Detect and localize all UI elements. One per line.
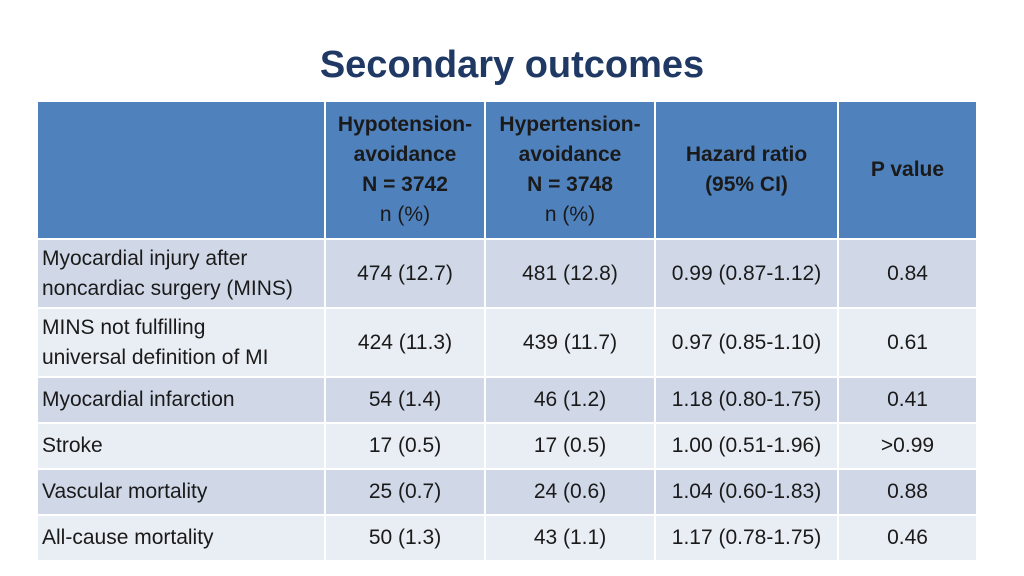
row-label-line2: noncardiac surgery (MINS) (42, 276, 293, 300)
header-hr-line1: Hazard ratio (685, 143, 808, 166)
table-row: Vascular mortality 25 (0.7) 24 (0.6) 1.0… (36, 468, 978, 516)
header-p-line1: P value (870, 158, 945, 181)
cell-p-value: 0.61 (837, 307, 978, 378)
table-row: MINS not fulfilling universal definition… (36, 307, 978, 378)
cell-hypertension: 439 (11.7) (484, 307, 656, 378)
header-outcome (36, 100, 326, 240)
cell-hypotension: 474 (12.7) (324, 238, 486, 309)
row-label: Vascular mortality (36, 468, 326, 516)
cell-hypotension: 424 (11.3) (324, 307, 486, 378)
header-hypertension-avoidance: Hypertension- avoidance N = 3748 n (%) (484, 100, 656, 240)
header-hyper-sub: n (%) (544, 203, 596, 226)
cell-hypertension: 43 (1.1) (484, 514, 656, 562)
secondary-outcomes-table: Hypotension- avoidance N = 3742 n (%) Hy… (36, 100, 978, 562)
header-hyper-line3: N = 3748 (527, 173, 613, 196)
row-label: Myocardial injury after noncardiac surge… (36, 238, 326, 309)
row-label: MINS not fulfilling universal definition… (36, 307, 326, 378)
cell-hazard-ratio: 1.04 (0.60-1.83) (654, 468, 839, 516)
cell-hypertension: 481 (12.8) (484, 238, 656, 309)
cell-p-value: 0.41 (837, 376, 978, 424)
cell-p-value: 0.84 (837, 238, 978, 309)
cell-hypotension: 25 (0.7) (324, 468, 486, 516)
row-label: All-cause mortality (36, 514, 326, 562)
row-label: Myocardial infarction (36, 376, 326, 424)
cell-hypertension: 46 (1.2) (484, 376, 656, 424)
header-p-value: P value (837, 100, 978, 240)
cell-hypertension: 17 (0.5) (484, 422, 656, 470)
cell-hazard-ratio: 0.99 (0.87-1.12) (654, 238, 839, 309)
cell-hazard-ratio: 1.17 (0.78-1.75) (654, 514, 839, 562)
header-hypo-line2: avoidance (353, 143, 457, 166)
header-hr-line2: (95% CI) (705, 173, 788, 196)
table-row: Myocardial injury after noncardiac surge… (36, 238, 978, 309)
cell-hypertension: 24 (0.6) (484, 468, 656, 516)
cell-hypotension: 54 (1.4) (324, 376, 486, 424)
header-hazard-ratio: Hazard ratio (95% CI) (654, 100, 839, 240)
table-row: Myocardial infarction 54 (1.4) 46 (1.2) … (36, 376, 978, 424)
cell-hazard-ratio: 1.18 (0.80-1.75) (654, 376, 839, 424)
page-title: Secondary outcomes (319, 44, 705, 86)
header-hypo-line1: Hypotension- (337, 113, 473, 136)
cell-hypotension: 17 (0.5) (324, 422, 486, 470)
header-hyper-line1: Hypertension- (499, 113, 641, 136)
header-row: Hypotension- avoidance N = 3742 n (%) Hy… (36, 100, 978, 240)
cell-p-value: 0.88 (837, 468, 978, 516)
cell-hazard-ratio: 0.97 (0.85-1.10) (654, 307, 839, 378)
cell-hypotension: 50 (1.3) (324, 514, 486, 562)
row-label-line2: universal definition of MI (42, 345, 269, 369)
header-hypotension-avoidance: Hypotension- avoidance N = 3742 n (%) (324, 100, 486, 240)
header-hyper-line2: avoidance (518, 143, 622, 166)
table-row: Stroke 17 (0.5) 17 (0.5) 1.00 (0.51-1.96… (36, 422, 978, 470)
cell-p-value: >0.99 (837, 422, 978, 470)
header-hypo-line3: N = 3742 (362, 173, 448, 196)
cell-p-value: 0.46 (837, 514, 978, 562)
cell-hazard-ratio: 1.00 (0.51-1.96) (654, 422, 839, 470)
header-hypo-sub: n (%) (379, 203, 431, 226)
row-label-line1: MINS not fulfilling (42, 315, 206, 339)
row-label-line1: Myocardial injury after (42, 246, 248, 270)
row-label: Stroke (36, 422, 326, 470)
table-row: All-cause mortality 50 (1.3) 43 (1.1) 1.… (36, 514, 978, 562)
